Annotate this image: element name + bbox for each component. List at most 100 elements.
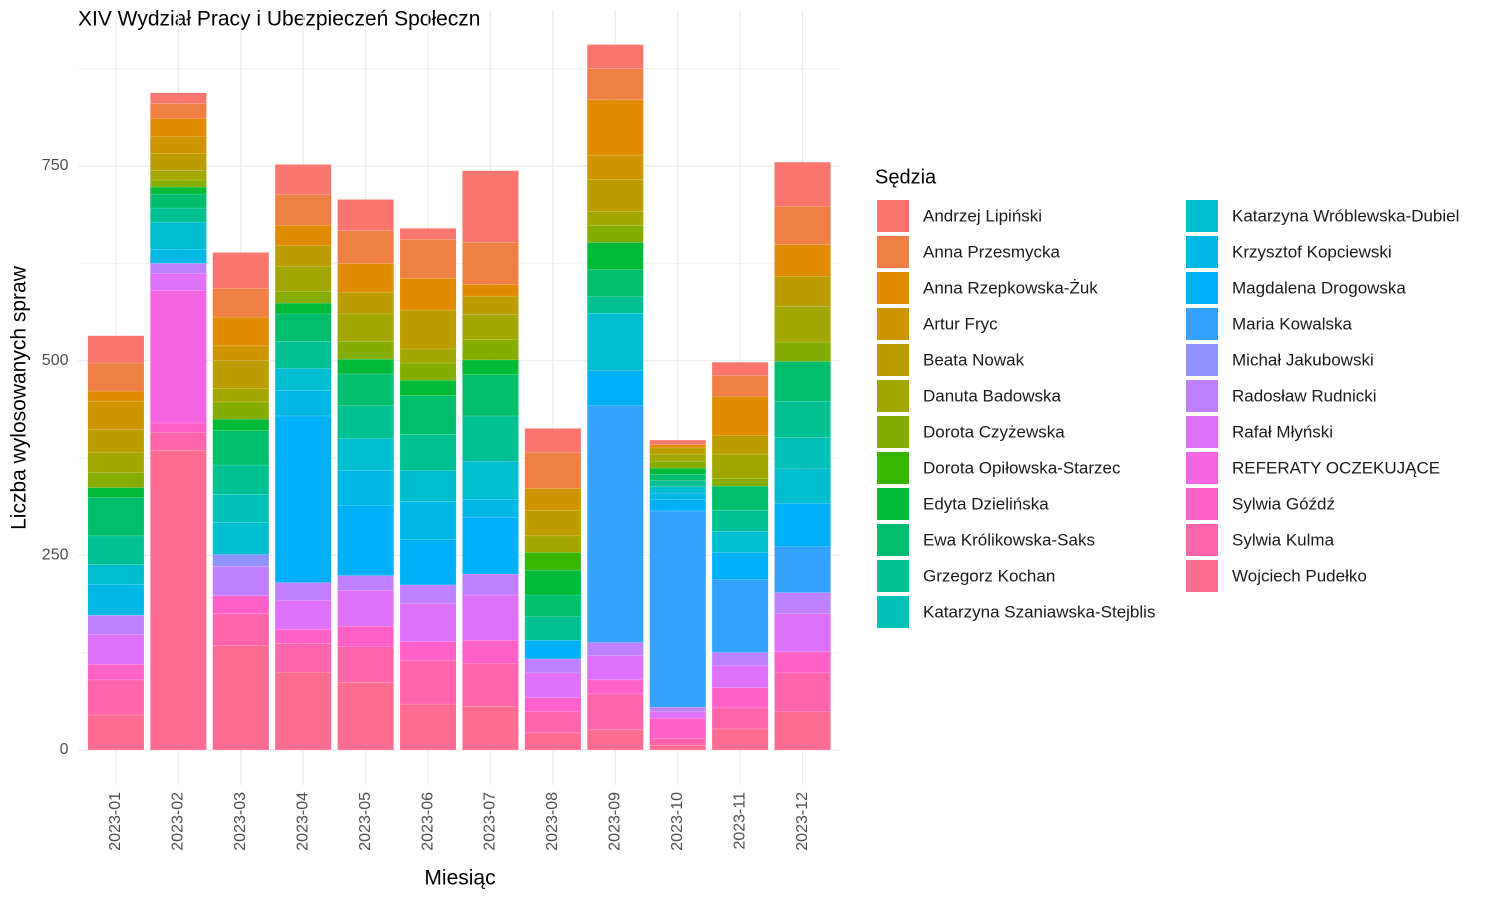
- bar-segment: [774, 437, 831, 470]
- bar-segment: [87, 679, 145, 716]
- bar-segment: [399, 395, 457, 435]
- bar-segment: [586, 242, 644, 270]
- bar-segment: [711, 665, 769, 688]
- legend-key: [877, 380, 909, 412]
- bar-segment: [711, 530, 769, 553]
- bar-segment: [524, 658, 582, 674]
- bar-segment: [524, 452, 582, 489]
- legend-label: Katarzyna Szaniawska-Stejblis: [923, 602, 1155, 621]
- bar-segment: [150, 263, 207, 274]
- bar-segment: [212, 252, 270, 289]
- bar-segment: [774, 400, 831, 438]
- x-axis-title: Miesiąc: [424, 867, 495, 890]
- x-tick-label: 2023-05: [357, 792, 374, 851]
- bar-segment: [150, 118, 207, 137]
- bar-segment: [150, 153, 207, 171]
- legend-key: [1186, 272, 1218, 304]
- bar-segment: [649, 486, 707, 494]
- bar-segment: [274, 245, 332, 267]
- bar-segment: [150, 92, 207, 104]
- bar-segment: [524, 594, 582, 618]
- bar-segment: [399, 228, 457, 240]
- bar-segment: [774, 206, 831, 245]
- legend-key: [1186, 380, 1218, 412]
- bar-segment: [462, 374, 519, 417]
- x-tick-label: 2023-11: [731, 792, 748, 850]
- bar-segment: [212, 522, 270, 555]
- bar-segment: [399, 379, 457, 396]
- bar-segment: [274, 415, 332, 583]
- bar-segment: [586, 729, 644, 751]
- bar-segment: [462, 242, 519, 285]
- bar-segment: [774, 244, 831, 277]
- bar-segment: [399, 641, 457, 661]
- bar-segment: [337, 681, 394, 751]
- bar-segment: [586, 154, 644, 180]
- bar-segment: [399, 501, 457, 540]
- bar-segment: [462, 499, 519, 518]
- bar-segment: [524, 551, 582, 571]
- legend-label: Dorota Opiłowska-Starzec: [923, 458, 1121, 477]
- legend-label: Edyta Dzielińska: [923, 494, 1049, 513]
- bar-segment: [774, 546, 831, 593]
- legend-key: [877, 488, 909, 520]
- bar-segment: [337, 438, 394, 471]
- bar-segment: [337, 646, 394, 683]
- bar-segment: [274, 600, 332, 630]
- x-tick-label: 2023-03: [232, 792, 249, 851]
- bar-segment: [649, 711, 707, 719]
- bar-segment: [586, 693, 644, 730]
- bar-segment: [399, 539, 457, 586]
- legend-label: Maria Kowalska: [1232, 314, 1353, 333]
- bar-segment: [274, 368, 332, 391]
- bar-segment: [399, 362, 457, 381]
- bar-segment: [87, 390, 145, 402]
- bar-segment: [462, 170, 519, 243]
- bar-segment: [711, 707, 769, 730]
- bar-segment: [649, 447, 707, 455]
- legend-key: [877, 524, 909, 556]
- bar-segment: [774, 276, 831, 307]
- bar-segment: [462, 460, 519, 500]
- bar-segment: [212, 554, 270, 567]
- bar-segment: [399, 348, 457, 364]
- bar-segment: [274, 643, 332, 673]
- bar-segment: [337, 590, 394, 627]
- bar-segment: [774, 711, 831, 751]
- bar-segment: [150, 221, 207, 250]
- bar-segment: [212, 430, 270, 466]
- legend-key: [1186, 416, 1218, 448]
- bar-segment: [212, 645, 270, 751]
- bar-segment: [212, 464, 270, 495]
- bar-segment: [774, 651, 831, 674]
- bar-segment: [649, 467, 707, 475]
- legend-label: Anna Przesmycka: [923, 242, 1061, 261]
- legend-key: [1186, 452, 1218, 484]
- legend-label: Beata Nowak: [923, 350, 1025, 369]
- x-tick-label: 2023-08: [544, 792, 561, 851]
- bar-segment: [212, 360, 270, 389]
- bar-segment: [274, 390, 332, 417]
- bar-segment: [711, 375, 769, 397]
- bar-segment: [462, 706, 519, 751]
- bar-segment: [87, 497, 145, 537]
- bar-segment: [711, 485, 769, 511]
- bar-segment: [274, 340, 332, 369]
- bar-segment: [462, 415, 519, 462]
- bar-segment: [586, 655, 644, 681]
- x-tick-label: 2023-06: [419, 792, 436, 851]
- bar-segment: [711, 453, 769, 479]
- y-tick-label: 0: [60, 741, 69, 758]
- bar-segment: [274, 302, 332, 315]
- bar-segment: [212, 565, 270, 597]
- bar-segment: [462, 663, 519, 707]
- legend-label: Danuta Badowska: [923, 386, 1062, 405]
- bar-segment: [87, 452, 145, 474]
- bar-segment: [150, 136, 207, 154]
- bar-segment: [212, 316, 270, 347]
- bar-segment: [649, 738, 707, 746]
- bar-segment: [524, 672, 582, 699]
- legend-key: [1186, 344, 1218, 376]
- bar-segment: [337, 505, 394, 576]
